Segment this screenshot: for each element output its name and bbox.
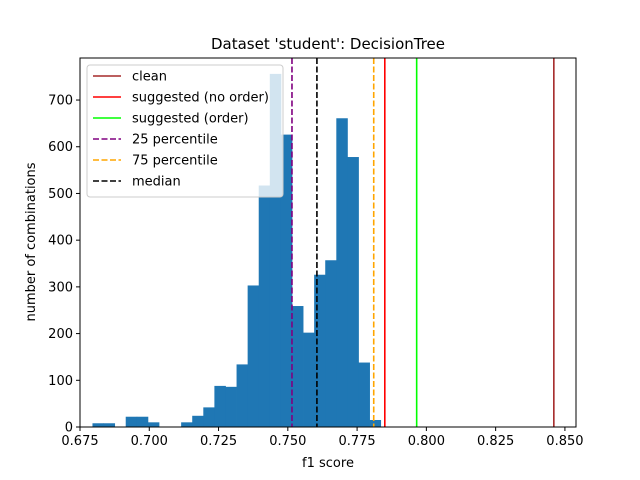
legend-box xyxy=(86,64,284,198)
legend-label: suggested (order) xyxy=(132,112,249,127)
histogram-bars xyxy=(92,73,382,428)
histogram-bar xyxy=(103,423,116,427)
histogram-bar xyxy=(280,134,293,427)
x-tick-label: 0.775 xyxy=(338,434,375,449)
histogram-bar xyxy=(336,118,348,428)
histogram-bar xyxy=(303,332,315,427)
histogram-bar xyxy=(225,386,237,427)
x-tick-label: 0.800 xyxy=(408,434,445,449)
y-tick-label: 0 xyxy=(65,421,73,436)
x-tick-label: 0.750 xyxy=(269,434,306,449)
plot-frame xyxy=(79,57,577,428)
x-tick-label: 0.700 xyxy=(131,434,168,449)
y-tick-label: 400 xyxy=(48,234,73,249)
histogram-bar xyxy=(92,423,104,427)
legend-label: median xyxy=(132,175,181,190)
histogram-bar xyxy=(291,306,304,427)
x-tick-label: 0.675 xyxy=(61,434,98,449)
histogram-bar xyxy=(181,422,193,427)
legend: clean suggested (no order) suggested (orde… xyxy=(86,64,284,198)
x-tick-label: 0.825 xyxy=(477,434,514,449)
y-tick-label: 500 xyxy=(48,187,73,202)
histogram-bar xyxy=(214,385,226,427)
legend-label: clean xyxy=(132,70,167,85)
histogram-bar xyxy=(236,364,249,427)
histogram-bar xyxy=(358,362,370,427)
y-axis-label: number of combinations xyxy=(24,162,39,321)
legend-label: 25 percentile xyxy=(132,133,218,148)
histogram-bar xyxy=(269,73,282,427)
histogram-bar xyxy=(147,422,160,427)
y-tick-label: 200 xyxy=(48,327,73,342)
histogram-bar xyxy=(125,416,138,427)
histogram-bar xyxy=(192,415,204,427)
histogram-bar xyxy=(314,274,326,427)
histogram-bar xyxy=(136,416,149,427)
x-tick-label: 0.850 xyxy=(546,434,583,449)
histogram-bar xyxy=(325,260,337,427)
legend-label: suggested (no order) xyxy=(132,91,269,106)
histogram-bar xyxy=(247,285,260,427)
x-axis-label: f1 score xyxy=(302,456,354,471)
histogram-bar xyxy=(203,407,215,427)
y-tick-label: 700 xyxy=(48,94,73,109)
y-tick-label: 600 xyxy=(48,140,73,155)
y-tick-label: 100 xyxy=(48,374,73,389)
histogram-bar xyxy=(258,185,271,427)
x-axis: 0.675 0.700 0.725 0.750 0.775 0.800 0.825 0.850 xyxy=(61,427,584,449)
legend-label: 75 percentile xyxy=(132,154,218,169)
histogram-bar xyxy=(369,419,382,427)
x-tick-label: 0.725 xyxy=(200,434,237,449)
histogram-bar xyxy=(347,157,359,428)
y-tick-label: 300 xyxy=(48,280,73,295)
chart-title: Dataset 'student': DecisionTree xyxy=(211,35,445,53)
y-axis: 0 100 200 300 400 500 600 700 xyxy=(48,94,80,436)
reference-lines xyxy=(291,58,555,427)
